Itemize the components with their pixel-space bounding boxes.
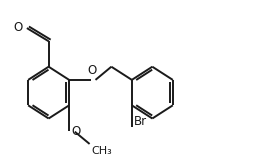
Text: O: O [88, 64, 97, 77]
Text: Br: Br [134, 115, 147, 128]
Text: O: O [71, 125, 80, 138]
Text: O: O [14, 21, 23, 34]
Text: CH₃: CH₃ [91, 146, 112, 156]
